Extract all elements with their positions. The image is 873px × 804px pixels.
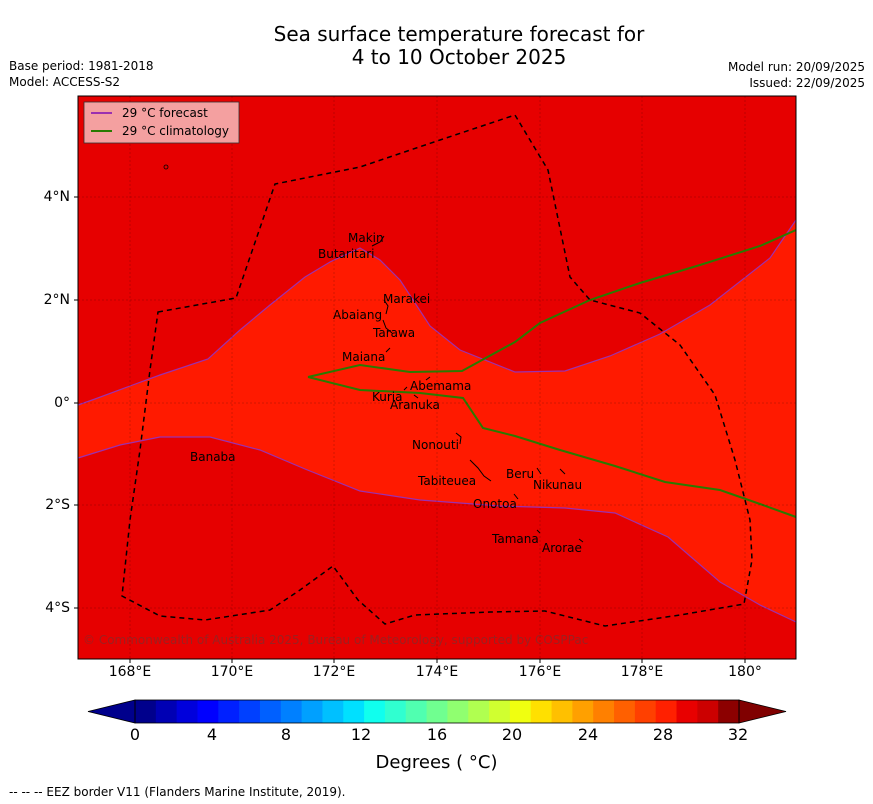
place-label: Beru: [506, 467, 534, 481]
colorbar-swatch: [447, 700, 469, 723]
forecast-contour-south: [77, 436, 797, 623]
tick-marks: [74, 196, 746, 663]
x-tick-label: 176°E: [518, 664, 562, 680]
forecast-contour-north: [77, 219, 797, 406]
colorbar-unit-label: Degrees ( °C): [375, 752, 498, 773]
place-label: Abemama: [410, 379, 471, 393]
colorbar-tick-label: 20: [501, 725, 523, 744]
colorbar-swatch: [697, 700, 719, 723]
colorbar-tick-label: 0: [129, 725, 141, 744]
x-tick-label: 180°: [728, 664, 762, 680]
colorbar-tick-label: 12: [350, 725, 372, 744]
colorbar-tick-label: 32: [727, 725, 749, 744]
colorbar-swatch: [509, 700, 532, 723]
eez-border: [121, 114, 753, 627]
colorbar-swatch: [197, 700, 219, 723]
place-label: Makin: [348, 231, 384, 245]
left-meta: Base period: 1981-2018 Model: ACCESS-S2: [9, 58, 154, 90]
right-meta: Model run: 20/09/2025 Issued: 22/09/2025: [728, 59, 865, 91]
colorbar-swatch: [426, 700, 448, 723]
hot-band: [78, 220, 796, 622]
legend-climatology-label: 29 °C climatology: [122, 124, 229, 138]
map-frame: [77, 95, 797, 660]
place-label: Maiana: [342, 350, 385, 364]
colorbar-swatch: [384, 700, 407, 723]
place-label: Banaba: [190, 450, 236, 464]
place-label: Nikunau: [533, 478, 582, 492]
x-tick-label: 172°E: [312, 664, 356, 680]
island-shapes: [371, 235, 584, 543]
place-label: Butaritari: [318, 247, 375, 261]
y-tick-label: 2°N: [43, 292, 70, 308]
colorbar-swatch: [155, 700, 178, 723]
place-label: Tabiteuea: [417, 474, 476, 488]
colorbar-swatch: [489, 700, 511, 723]
colorbar-over-arrow: [738, 699, 787, 724]
colorbar-swatch: [176, 700, 198, 723]
title-line-2: 4 to 10 October 2025: [351, 45, 567, 69]
y-tick-label: 4°N: [43, 189, 70, 205]
colorbar-under-arrow: [87, 699, 136, 724]
colorbar-tick-label: 16: [426, 725, 448, 744]
place-label: Tarawa: [372, 326, 415, 340]
colorbar-swatch: [218, 700, 240, 723]
colorbar-swatch: [322, 700, 344, 723]
legend: 29 °C forecast 29 °C climatology: [83, 101, 240, 144]
colorbar-swatch: [551, 700, 573, 723]
colorbar-frame: [134, 699, 740, 724]
islet-marker: [163, 164, 169, 170]
title-line-1: Sea surface temperature forecast for: [273, 22, 645, 46]
y-tick-label: 0°: [54, 395, 70, 411]
model-name: Model: ACCESS-S2: [9, 75, 121, 89]
issued-date: Issued: 22/09/2025: [749, 76, 865, 90]
colorbar-swatch: [614, 700, 636, 723]
colorbar-swatch: [593, 700, 615, 723]
model-run: Model run: 20/09/2025: [727, 60, 865, 74]
x-tick-label: 174°E: [415, 664, 459, 680]
colorbar-swatch: [280, 700, 303, 723]
colorbar-swatch: [239, 700, 261, 723]
colorbar-tick-label: 24: [577, 725, 599, 744]
colorbar-tick-label: 28: [652, 725, 674, 744]
map-grid: [78, 96, 796, 659]
colorbar-swatch: [135, 700, 157, 723]
colorbar-swatch: [343, 700, 365, 723]
colorbar-swatch: [301, 700, 323, 723]
colorbar-swatch: [718, 700, 740, 723]
y-tick-label: 4°S: [45, 600, 70, 616]
colorbar-swatch: [655, 700, 678, 723]
y-tick-label: 2°S: [45, 497, 70, 513]
copyright-notice: © Commonwealth of Australia 2025, Bureau…: [83, 633, 588, 647]
x-tick-label: 168°E: [108, 664, 152, 680]
place-label: Aranuka: [390, 398, 440, 412]
base-period: Base period: 1981-2018: [9, 59, 154, 73]
place-labels: Makin Butaritari Marakei Abaiang Tarawa …: [190, 231, 582, 555]
place-label: Tamana: [491, 532, 539, 546]
colorbar-tick-label: 8: [280, 725, 292, 744]
place-label: Onotoa: [473, 497, 517, 511]
x-tick-label: 170°E: [210, 664, 254, 680]
climatology-contour: [307, 376, 797, 518]
colorbar-swatch: [676, 700, 698, 723]
colorbar-swatch: [364, 700, 386, 723]
colorbar-tick-label: 4: [206, 725, 218, 744]
place-label: Arorae: [542, 541, 582, 555]
colorbar-swatch: [634, 700, 657, 723]
x-tick-label: 178°E: [620, 664, 664, 680]
colorbar-swatch: [468, 700, 490, 723]
climatology-contour-north: [307, 229, 797, 378]
place-label: Marakei: [383, 292, 430, 306]
place-label: Nonouti: [412, 438, 459, 452]
place-label: Abaiang: [333, 308, 382, 322]
eez-footer-note: -- -- -- EEZ border V11 (Flanders Marine…: [9, 785, 346, 799]
colorbar-swatch: [259, 700, 282, 723]
place-label: Kuria: [372, 390, 403, 404]
colorbar: [87, 699, 787, 724]
legend-box: [83, 101, 240, 144]
colorbar-swatch: [405, 700, 428, 723]
colorbar-swatch: [530, 700, 553, 723]
colorbar-swatch: [572, 700, 594, 723]
legend-forecast-label: 29 °C forecast: [122, 106, 208, 120]
